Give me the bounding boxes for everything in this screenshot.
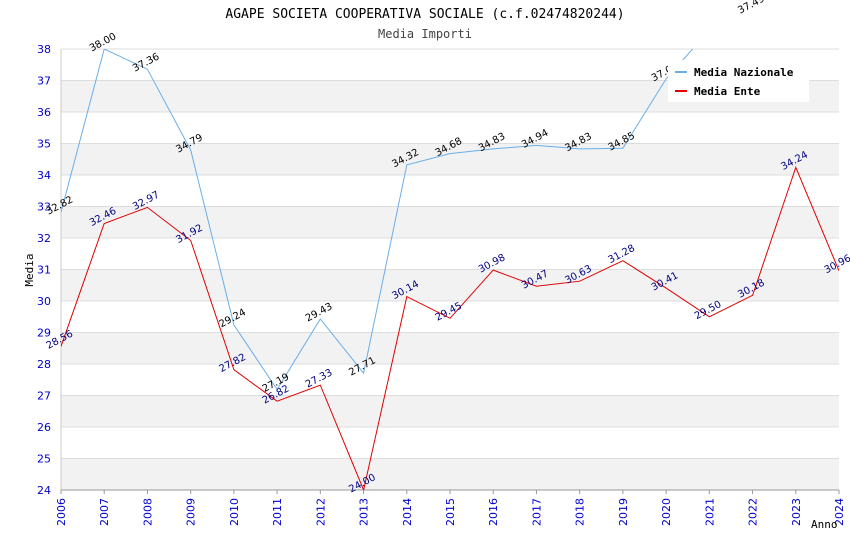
chart-title: AGAPE SOCIETA COOPERATIVA SOCIALE (c.f.0… bbox=[225, 7, 624, 22]
y-tick-label: 27 bbox=[37, 390, 51, 403]
data-label: 27.33 bbox=[304, 367, 334, 390]
y-tick-label: 30 bbox=[37, 295, 51, 308]
y-axis-title: Media bbox=[23, 253, 36, 286]
y-tick-label: 38 bbox=[37, 43, 51, 56]
grid-band bbox=[61, 206, 839, 238]
grid-band bbox=[61, 143, 839, 175]
legend: Media Nazionale Media Ente bbox=[668, 60, 809, 102]
data-label: 37.36 bbox=[131, 51, 161, 74]
x-tick-label: 2012 bbox=[314, 498, 327, 526]
x-tick-label: 2014 bbox=[401, 498, 414, 526]
x-tick-label: 2008 bbox=[141, 498, 154, 526]
data-label: 31.28 bbox=[607, 243, 637, 266]
series-line-media-nazionale bbox=[61, 49, 694, 391]
y-tick-label: 31 bbox=[37, 264, 51, 277]
x-tick-label: 2020 bbox=[660, 498, 673, 526]
x-tick-label: 2016 bbox=[487, 498, 500, 526]
data-label: 38.00 bbox=[88, 31, 118, 54]
x-tick-label: 2022 bbox=[747, 498, 760, 526]
data-label: 29.45 bbox=[434, 301, 464, 324]
y-tick-label: 26 bbox=[37, 421, 51, 434]
data-label: 29.50 bbox=[693, 299, 723, 322]
y-tick-label: 32 bbox=[37, 232, 51, 245]
y-tick-labels: 24 25 26 27 28 29 30 31 32 33 34 35 36 37 38 bbox=[37, 43, 51, 497]
x-tick-label: 2009 bbox=[185, 498, 198, 526]
legend-label: Media Ente bbox=[694, 85, 761, 98]
x-tick-label: 2011 bbox=[271, 498, 284, 526]
x-tick-label: 2024 bbox=[833, 498, 846, 526]
x-tick-label: 2019 bbox=[617, 498, 630, 526]
data-label: 29.24 bbox=[218, 307, 248, 330]
y-tick-label: 29 bbox=[37, 327, 51, 340]
legend-box bbox=[668, 60, 809, 102]
y-tick-label: 34 bbox=[37, 169, 51, 182]
x-axis-title: Anno bbox=[811, 518, 838, 531]
y-tick-label: 35 bbox=[37, 138, 51, 151]
legend-label: Media Nazionale bbox=[694, 66, 794, 79]
x-tick-label: 2017 bbox=[530, 498, 543, 526]
grid-band bbox=[61, 458, 839, 490]
chart-subtitle: Media Importi bbox=[378, 27, 472, 41]
y-tick-label: 33 bbox=[37, 201, 51, 214]
grid-band bbox=[61, 395, 839, 427]
x-tick-label: 2015 bbox=[444, 498, 457, 526]
y-tick-label: 24 bbox=[37, 484, 51, 497]
x-tick-label: 2023 bbox=[790, 498, 803, 526]
data-label: 37.49 bbox=[736, 0, 766, 17]
y-tick-label: 36 bbox=[37, 106, 51, 119]
y-tick-label: 25 bbox=[37, 453, 51, 466]
x-tick-label: 2010 bbox=[228, 498, 241, 526]
x-tick-label: 2006 bbox=[55, 498, 68, 526]
axes bbox=[60, 49, 839, 491]
grid-band bbox=[61, 269, 839, 301]
x-tick-label: 2007 bbox=[98, 498, 111, 526]
plot-area bbox=[61, 49, 839, 490]
grid-band bbox=[61, 332, 839, 364]
x-tick-label: 2021 bbox=[703, 498, 716, 526]
x-tick-labels: 2006 2007 2008 2009 2010 2011 2012 2013 2014 2015… bbox=[55, 498, 846, 526]
series-line-media-ente bbox=[61, 165, 839, 490]
y-tick-label: 37 bbox=[37, 75, 51, 88]
x-tick-label: 2018 bbox=[574, 498, 587, 526]
x-tick-label: 2013 bbox=[358, 498, 371, 526]
grid-bands bbox=[61, 80, 839, 490]
y-tick-label: 28 bbox=[37, 358, 51, 371]
